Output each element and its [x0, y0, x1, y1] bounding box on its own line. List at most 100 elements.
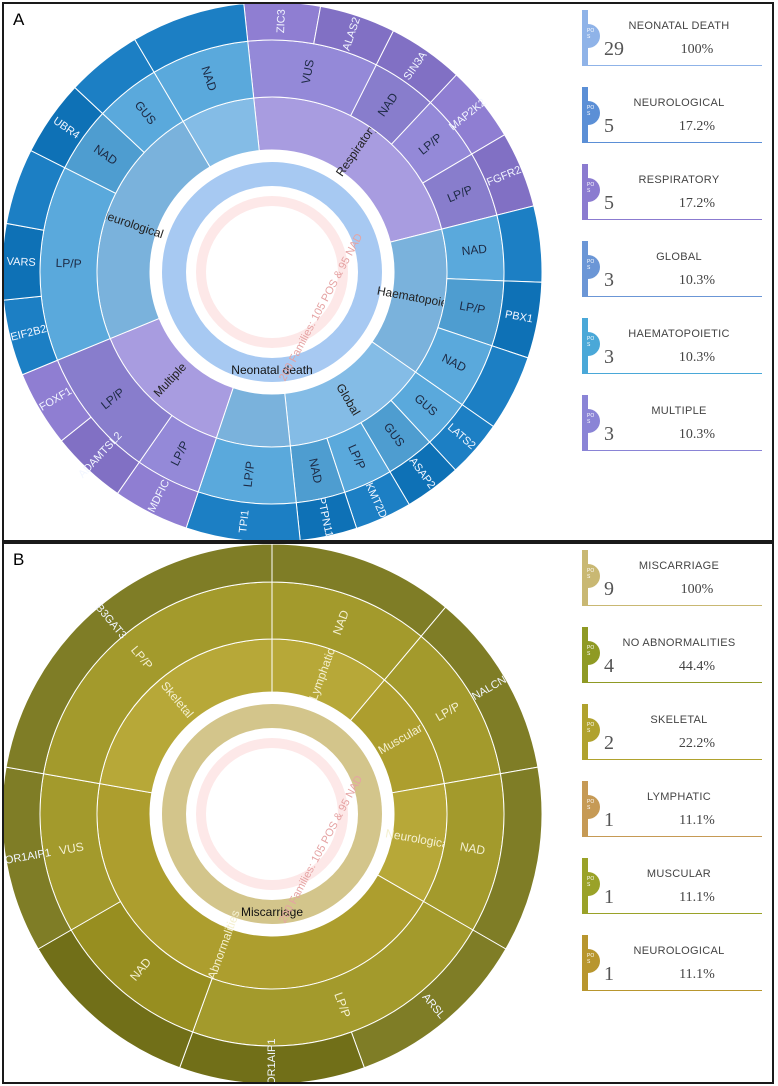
card-count: 5	[604, 192, 614, 214]
variant-label: LP/P	[241, 460, 258, 487]
pos-tab-icon	[586, 332, 600, 356]
card-underline	[588, 65, 762, 66]
card-count: 2	[604, 732, 614, 754]
card-category-name: SKELETAL	[650, 714, 708, 726]
card-category-name: GLOBAL	[656, 251, 702, 263]
card-color-bar	[582, 241, 588, 297]
card-underline	[588, 990, 762, 991]
card-underline	[588, 142, 762, 143]
gene-segment	[134, 4, 249, 73]
card-percent: 11.1%	[679, 813, 715, 828]
card-percent: 17.2%	[678, 119, 716, 134]
pos-tab-text: PO S	[587, 413, 595, 425]
summary-card: PO S LYMPHATIC 1 11.1%	[582, 781, 762, 837]
card-category-name: NO ABNORMALITIES	[622, 637, 736, 649]
summary-card: PO S NEONATAL DEATH 29 100%	[582, 10, 762, 66]
card-underline	[588, 373, 762, 374]
gene-label: TPI1	[237, 509, 251, 533]
card-category-name: NEONATAL DEATH	[628, 20, 730, 32]
card-count: 3	[604, 423, 614, 445]
pos-tab-icon	[586, 409, 600, 433]
pos-tab-icon	[586, 101, 600, 125]
pos-tab-text: PO S	[587, 259, 595, 271]
card-count: 9	[604, 578, 614, 600]
pos-tab-icon	[586, 718, 600, 742]
card-count: 4	[604, 655, 614, 677]
card-color-bar	[582, 395, 588, 451]
card-category-name: NEUROLOGICAL	[633, 945, 725, 957]
panel-b: B Miscarriage 200 Families: 105 POS & 95 …	[2, 542, 774, 1084]
pos-tab-text: PO S	[587, 28, 595, 40]
pos-tab-text: PO S	[587, 182, 595, 194]
card-color-bar	[582, 318, 588, 374]
card-color-bar	[582, 10, 588, 66]
summary-card: PO S RESPIRATORY 5 17.2%	[582, 164, 762, 220]
summary-card: PO S MISCARRIAGE 9 100%	[582, 550, 762, 606]
card-underline	[588, 296, 762, 297]
card-underline	[588, 836, 762, 837]
center-hole	[206, 748, 338, 880]
variant-label: VUS	[299, 58, 317, 85]
pos-tab-text: PO S	[587, 799, 595, 811]
card-percent: 100%	[680, 42, 714, 57]
summary-card: PO S HAEMATOPOIETIC 3 10.3%	[582, 318, 762, 374]
pos-tab-icon	[586, 24, 600, 48]
card-count: 1	[604, 809, 614, 831]
variant-label: LP/P	[55, 256, 82, 271]
pos-tab-text: PO S	[587, 105, 595, 117]
summary-card: PO S NO ABNORMALITIES 4 44.4%	[582, 627, 762, 683]
pos-tab-text: PO S	[587, 876, 595, 888]
card-count: 3	[604, 346, 614, 368]
pos-tab-text: PO S	[587, 336, 595, 348]
card-percent: 10.3%	[678, 273, 716, 288]
summary-card: PO S GLOBAL 3 10.3%	[582, 241, 762, 297]
gene-label: VARS	[6, 256, 36, 269]
card-count: 5	[604, 115, 614, 137]
gene-segment	[496, 205, 543, 283]
center-label: Miscarriage	[241, 905, 303, 919]
variant-label: LP/P	[458, 299, 486, 317]
card-percent: 22.2%	[678, 736, 716, 751]
pos-tab-text: PO S	[587, 568, 595, 580]
pos-tab-text: PO S	[587, 645, 595, 657]
center-label: Neonatal death	[231, 363, 312, 377]
gene-label: PBX1	[504, 309, 534, 326]
summary-card: PO S SKELETAL 2 22.2%	[582, 704, 762, 760]
card-color-bar	[582, 627, 588, 683]
variant-label: NAD	[306, 457, 325, 485]
variant-label: NAD	[459, 839, 487, 857]
variant-label: VUS	[58, 839, 85, 857]
card-category-name: MULTIPLE	[651, 405, 707, 417]
card-color-bar	[582, 935, 588, 991]
card-underline	[588, 759, 762, 760]
card-category-name: NEUROLOGICAL	[633, 97, 725, 109]
card-color-bar	[582, 781, 588, 837]
summary-card: PO S NEUROLOGICAL 1 11.1%	[582, 935, 762, 991]
pos-tab-icon	[586, 949, 600, 973]
pos-tab-text: PO S	[587, 953, 595, 965]
pos-tab-icon	[586, 255, 600, 279]
pos-tab-icon	[586, 564, 600, 588]
card-underline	[588, 450, 762, 451]
pos-tab-text: PO S	[587, 722, 595, 734]
summary-card: PO S NEUROLOGICAL 5 17.2%	[582, 87, 762, 143]
card-category-name: RESPIRATORY	[638, 174, 720, 186]
card-category-name: MISCARRIAGE	[638, 560, 720, 572]
gene-label: TOR1AIP1	[266, 1039, 278, 1083]
card-percent: 100%	[680, 582, 714, 597]
card-category-name: MUSCULAR	[646, 868, 712, 880]
card-color-bar	[582, 858, 588, 914]
variant-label: NAD	[461, 242, 488, 259]
card-count: 29	[604, 38, 624, 60]
card-underline	[588, 682, 762, 683]
gene-label: ZIC3	[275, 9, 288, 33]
pos-tab-icon	[586, 641, 600, 665]
card-percent: 10.3%	[678, 350, 716, 365]
card-color-bar	[582, 550, 588, 606]
card-count: 1	[604, 963, 614, 985]
card-category-name: LYMPHATIC	[646, 791, 712, 803]
card-percent: 17.2%	[678, 196, 716, 211]
card-category-name: HAEMATOPOIETIC	[628, 328, 730, 340]
